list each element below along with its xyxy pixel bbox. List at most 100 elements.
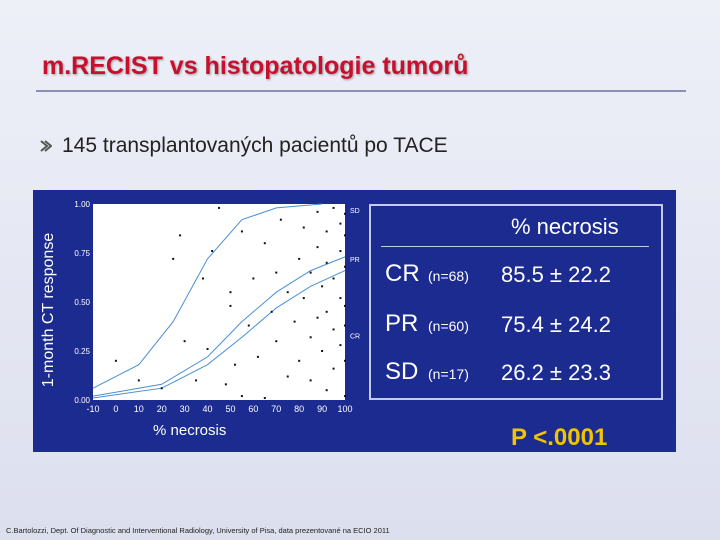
data-point <box>137 379 140 382</box>
data-point <box>316 246 319 249</box>
data-point <box>201 277 204 280</box>
curve-label-pr: PR <box>350 257 360 264</box>
p-value: P <.0001 <box>511 424 608 451</box>
data-point <box>229 304 232 307</box>
data-point <box>302 226 305 229</box>
data-point <box>321 285 324 288</box>
data-point <box>247 324 250 327</box>
data-point <box>293 320 296 323</box>
data-point <box>344 212 346 215</box>
x-tick-label: -10 <box>86 404 99 414</box>
title-underline <box>36 90 686 92</box>
data-point <box>183 340 186 343</box>
data-point <box>179 234 182 237</box>
data-point <box>298 359 301 362</box>
data-point <box>344 265 346 268</box>
data-point <box>344 234 346 237</box>
data-point <box>256 355 259 358</box>
data-point <box>298 257 301 260</box>
data-point <box>114 359 117 362</box>
y-tick-label: 1.00 <box>74 200 90 209</box>
row-value: 26.2 ± 23.3 <box>501 360 611 385</box>
data-point <box>325 230 328 233</box>
necrosis-table: % necrosis CR (n=68) 85.5 ± 22.2 PR (n=6… <box>369 204 663 400</box>
data-point <box>240 230 243 233</box>
x-tick-label: 100 <box>337 404 352 414</box>
data-point <box>332 277 335 280</box>
y-tick-label: 0.50 <box>74 298 90 307</box>
y-tick-label: 0.00 <box>74 396 90 405</box>
x-tick-label: 50 <box>225 404 235 414</box>
data-point <box>339 222 342 225</box>
x-tick-label: 0 <box>113 404 118 414</box>
data-point <box>275 340 278 343</box>
row-label: CR <box>385 260 420 287</box>
row-count: (n=17) <box>428 366 469 382</box>
table-row-sd: SD (n=17) 26.2 ± 23.3 <box>385 358 655 392</box>
data-point <box>172 257 175 260</box>
data-point <box>224 383 227 386</box>
row-label: PR <box>385 310 419 337</box>
data-point <box>316 316 319 319</box>
data-point <box>332 206 335 209</box>
row-value: 75.4 ± 24.2 <box>501 312 611 337</box>
x-tick-label: 60 <box>248 404 258 414</box>
data-point <box>302 297 305 300</box>
table-row-pr: PR (n=60) 75.4 ± 24.2 <box>385 310 655 344</box>
data-point <box>286 291 289 294</box>
arrow-bullet-icon <box>40 140 52 152</box>
data-point <box>321 350 324 352</box>
table-row-cr: CR (n=68) 85.5 ± 22.2 <box>385 260 655 294</box>
y-axis-label-wrap: 1-month CT response <box>35 190 63 430</box>
data-point <box>211 250 214 253</box>
data-point <box>344 304 346 307</box>
x-tick-label: 80 <box>294 404 304 414</box>
x-tick-label: 20 <box>157 404 167 414</box>
data-point <box>218 206 220 209</box>
data-point <box>332 367 335 370</box>
data-point <box>263 242 266 245</box>
x-tick-label: 40 <box>203 404 213 414</box>
data-point <box>344 324 346 327</box>
data-point <box>309 379 312 382</box>
data-point <box>229 291 232 294</box>
x-tick-label: 90 <box>317 404 327 414</box>
data-point <box>240 395 243 398</box>
bullet-item: 145 transplantovaných pacientů po TACE <box>38 134 448 158</box>
data-point <box>263 397 266 400</box>
x-tick-label: 30 <box>180 404 190 414</box>
data-point <box>252 277 255 280</box>
row-value: 85.5 ± 22.2 <box>501 262 611 287</box>
curve-label-cr: CR <box>350 333 360 340</box>
data-point <box>344 359 346 362</box>
data-point <box>325 261 328 264</box>
data-point <box>344 395 346 398</box>
source-footnote: C.Bartolozzi, Dept. Of Diagnostic and In… <box>6 526 390 535</box>
row-count: (n=68) <box>428 268 469 284</box>
data-point <box>325 389 328 392</box>
data-point <box>325 310 328 313</box>
data-point <box>234 363 237 366</box>
x-axis-label: % necrosis <box>153 422 227 439</box>
data-point <box>286 375 289 378</box>
series-line-pr <box>92 256 346 397</box>
x-tick-label: 70 <box>271 404 281 414</box>
row-count: (n=60) <box>428 318 469 334</box>
plot-area <box>93 204 345 400</box>
y-axis-label: 1-month CT response <box>40 232 58 388</box>
data-point <box>195 379 198 382</box>
series-line-sd <box>92 203 323 389</box>
slide-title: m.RECIST vs histopatologie tumorů <box>42 52 469 80</box>
scatter-plot: 0.00 0.25 0.50 0.75 1.00 -10 0 10 20 30 40 50 60 70 80… <box>74 200 360 414</box>
table-header: % necrosis <box>511 214 619 239</box>
data-point <box>339 297 342 300</box>
data-point <box>279 218 282 221</box>
data-point <box>160 387 163 390</box>
bullet-text: 145 transplantovaných pacientů po TACE <box>62 134 448 157</box>
y-tick-label: 0.25 <box>74 347 90 356</box>
curve-label-sd: SD <box>350 208 360 215</box>
data-point <box>316 210 319 213</box>
x-tick-label: 10 <box>134 404 144 414</box>
data-point <box>275 271 278 274</box>
data-point <box>339 250 342 253</box>
